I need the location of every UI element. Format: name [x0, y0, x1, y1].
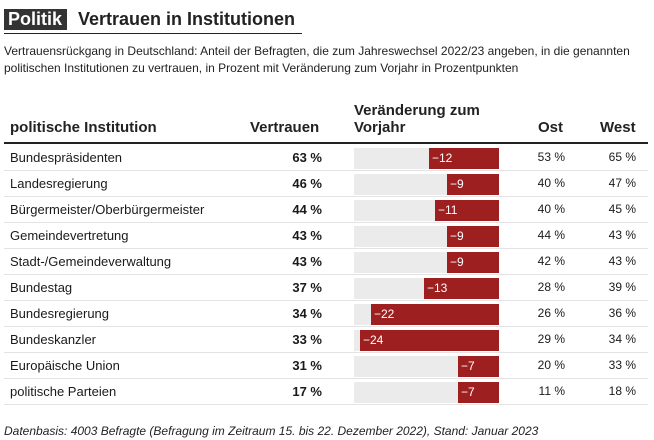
trust-value: 17 % — [292, 384, 322, 399]
change-label: −9 — [450, 229, 464, 243]
trust-value: 43 % — [292, 254, 322, 269]
change-bar — [458, 356, 499, 377]
ost-value: 29 % — [537, 332, 565, 346]
change-bar — [424, 278, 499, 299]
header-divider — [4, 142, 648, 144]
institution-name: Bundeskanzler — [10, 332, 96, 347]
change-label: −9 — [450, 177, 464, 191]
table-row: Bundeskanzler 33 % −24 29 % 34 % — [4, 327, 648, 353]
change-bar-track: −7 — [354, 356, 499, 377]
change-bar-track: −9 — [354, 174, 499, 195]
west-value: 39 % — [608, 280, 636, 294]
table-row: Europäische Union 31 % −7 20 % 33 % — [4, 353, 648, 379]
ost-value: 40 % — [537, 202, 565, 216]
change-label: −9 — [450, 255, 464, 269]
institution-name: Europäische Union — [10, 358, 120, 373]
ost-value: 42 % — [537, 254, 565, 268]
source-note: Datenbasis: 4003 Befragte (Befragung im … — [4, 424, 539, 438]
table-row: Gemeindevertretung 43 % −9 44 % 43 % — [4, 223, 648, 249]
ost-value: 44 % — [537, 228, 565, 242]
institution-name: Bundesregierung — [10, 306, 110, 321]
trust-value: 34 % — [292, 306, 322, 321]
west-value: 18 % — [608, 384, 636, 398]
change-label: −7 — [461, 385, 475, 399]
change-bar — [429, 148, 499, 169]
table-row: Bundestag 37 % −13 28 % 39 % — [4, 275, 648, 301]
ost-value: 11 % — [538, 384, 565, 398]
table-row: Bundespräsidenten 63 % −12 53 % 65 % — [4, 145, 648, 171]
institution-name: Landesregierung — [10, 176, 108, 191]
change-bar-track: −13 — [354, 278, 499, 299]
table-row: politische Parteien 17 % −7 11 % 18 % — [4, 379, 648, 405]
west-value: 65 % — [608, 150, 636, 164]
west-value: 34 % — [608, 332, 636, 346]
west-value: 36 % — [608, 306, 636, 320]
table-body: Bundespräsidenten 63 % −12 53 % 65 % Landesre… — [4, 145, 648, 405]
institution-name: Gemeindevertretung — [10, 228, 129, 243]
change-bar-track: −7 — [354, 382, 499, 403]
table-row: Bürgermeister/Oberbürgermeister 44 % −11 40… — [4, 197, 648, 223]
change-bar — [447, 226, 499, 247]
column-header-trust: Vertrauen — [250, 119, 320, 136]
trust-value: 31 % — [292, 358, 322, 373]
table-row: Stadt-/Gemeindeverwaltung 43 % −9 42 % 43 % — [4, 249, 648, 275]
institution-name: Bundespräsidenten — [10, 150, 123, 165]
chart-title: Vertrauen in Institutionen — [78, 9, 296, 29]
change-label: −12 — [432, 151, 453, 165]
change-label: −7 — [461, 359, 475, 373]
change-bar — [371, 304, 499, 325]
change-bar — [435, 200, 499, 221]
trust-value: 46 % — [292, 176, 322, 191]
column-header-institution: politische Institution — [10, 119, 157, 136]
trust-value: 37 % — [292, 280, 322, 295]
change-bar-track: −9 — [354, 226, 499, 247]
ost-value: 53 % — [537, 150, 565, 164]
change-label: −24 — [363, 333, 384, 347]
change-label: −11 — [438, 203, 458, 217]
west-value: 45 % — [608, 202, 636, 216]
ost-value: 40 % — [537, 176, 565, 190]
west-value: 33 % — [608, 358, 636, 372]
change-bar-track: −22 — [354, 304, 499, 325]
table-row: Landesregierung 46 % −9 40 % 47 % — [4, 171, 648, 197]
institution-name: politische Parteien — [10, 384, 117, 399]
trust-value: 63 % — [292, 150, 322, 165]
ost-value: 20 % — [537, 358, 565, 372]
change-bar-track: −12 — [354, 148, 499, 169]
trust-value: 33 % — [292, 332, 322, 347]
ost-value: 28 % — [537, 280, 565, 294]
trust-value: 44 % — [292, 202, 322, 217]
category-label: Politik — [4, 9, 68, 30]
institution-name: Bundestag — [10, 280, 73, 295]
change-bar — [447, 174, 499, 195]
column-header-change: Veränderung zum Vorjahr — [354, 102, 480, 136]
west-value: 47 % — [608, 176, 636, 190]
chart-subtitle: Vertrauensrückgang in Deutschland: Antei… — [4, 44, 630, 75]
change-label: −13 — [427, 281, 448, 295]
column-header-west: West — [600, 119, 636, 136]
trust-value: 43 % — [292, 228, 322, 243]
table-row: Bundesregierung 34 % −22 26 % 36 % — [4, 301, 648, 327]
header: Politik Vertrauen in Institutionen — [4, 7, 302, 34]
ost-value: 26 % — [537, 306, 565, 320]
change-bar-track: −9 — [354, 252, 499, 273]
change-bar-track: −24 — [354, 330, 499, 351]
institution-name: Stadt-/Gemeindeverwaltung — [10, 254, 172, 269]
change-bar — [458, 382, 499, 403]
institution-name: Bürgermeister/Oberbürgermeister — [10, 202, 205, 217]
column-header-ost: Ost — [538, 119, 564, 136]
change-bar — [447, 252, 499, 273]
west-value: 43 % — [608, 228, 636, 242]
change-bar — [360, 330, 499, 351]
change-bar-track: −11 — [354, 200, 499, 221]
change-label: −22 — [374, 307, 395, 321]
west-value: 43 % — [608, 254, 636, 268]
